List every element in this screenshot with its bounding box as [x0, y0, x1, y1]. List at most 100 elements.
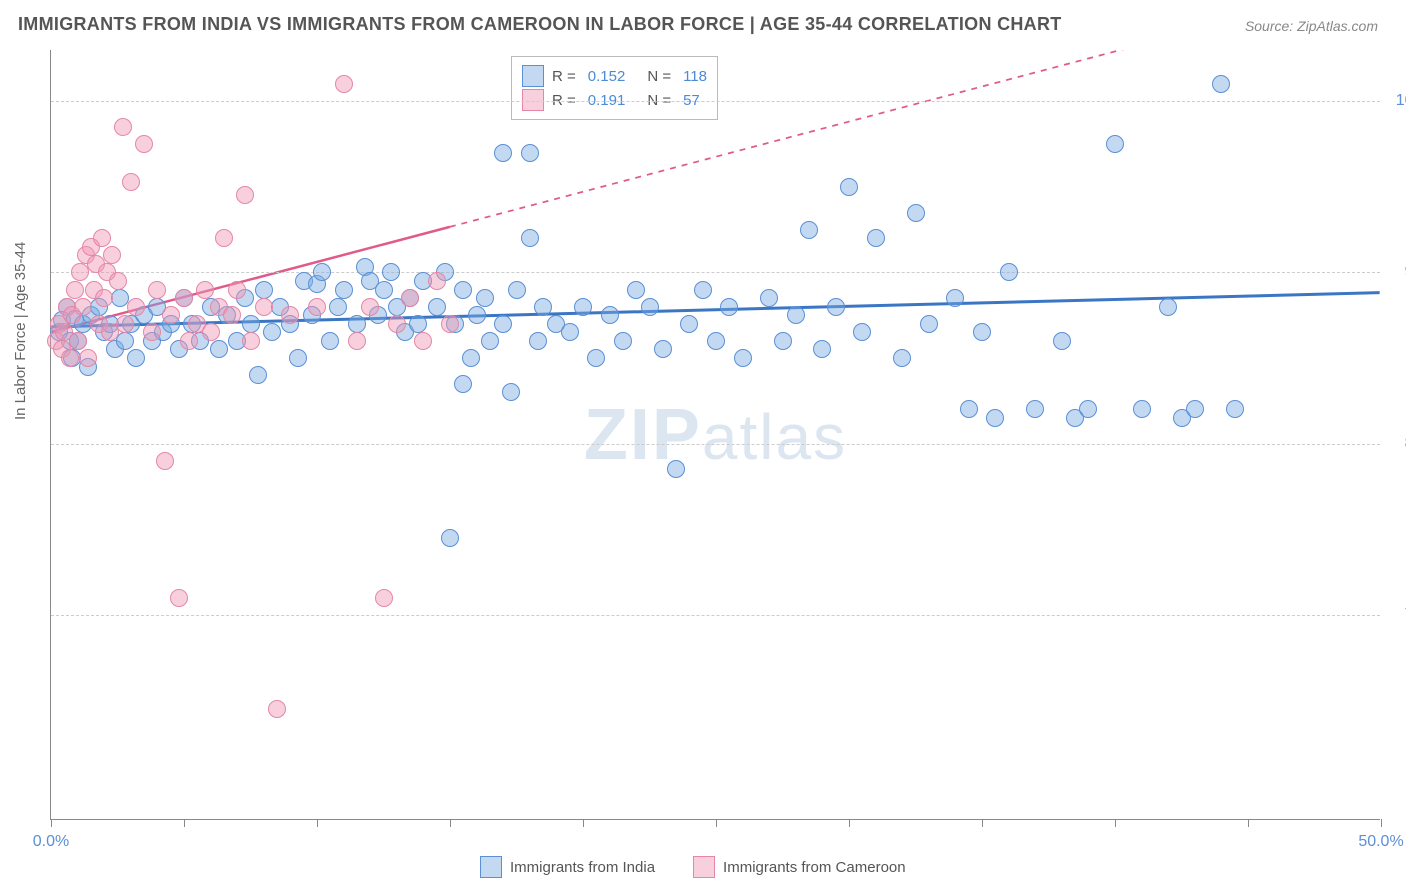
stats-legend-row-cameroon: R =0.191N =57 — [522, 89, 707, 111]
data-point-cameroon — [348, 332, 366, 350]
data-point-cameroon — [428, 272, 446, 290]
data-point-india — [476, 289, 494, 307]
source-attribution: Source: ZipAtlas.com — [1245, 18, 1378, 34]
data-point-india — [116, 332, 134, 350]
data-point-cameroon — [66, 281, 84, 299]
x-tick — [849, 819, 850, 827]
data-point-india — [800, 221, 818, 239]
chart-title: IMMIGRANTS FROM INDIA VS IMMIGRANTS FROM… — [18, 14, 1062, 35]
data-point-india — [462, 349, 480, 367]
data-point-india — [521, 229, 539, 247]
legend-item: Immigrants from Cameroon — [693, 856, 906, 878]
x-tick — [184, 819, 185, 827]
data-point-india — [920, 315, 938, 333]
data-point-cameroon — [175, 289, 193, 307]
x-tick — [317, 819, 318, 827]
trendlines-layer — [51, 50, 1380, 819]
stat-r-value: 0.152 — [588, 68, 626, 85]
y-tick-label: 100.0% — [1390, 92, 1406, 110]
data-point-india — [1106, 135, 1124, 153]
legend-item: Immigrants from India — [480, 856, 655, 878]
data-point-india — [654, 340, 672, 358]
data-point-cameroon — [361, 298, 379, 316]
legend-swatch — [693, 856, 715, 878]
data-point-cameroon — [441, 315, 459, 333]
data-point-india — [494, 315, 512, 333]
data-point-cameroon — [148, 281, 166, 299]
x-tick — [51, 819, 52, 827]
data-point-india — [667, 460, 685, 478]
legend-swatch — [480, 856, 502, 878]
data-point-india — [813, 340, 831, 358]
data-point-cameroon — [103, 246, 121, 264]
data-point-cameroon — [215, 229, 233, 247]
data-point-cameroon — [135, 135, 153, 153]
data-point-india — [787, 306, 805, 324]
data-point-india — [255, 281, 273, 299]
stat-n-value: 57 — [683, 92, 700, 109]
data-point-cameroon — [127, 298, 145, 316]
data-point-india — [774, 332, 792, 350]
data-point-india — [734, 349, 752, 367]
data-point-cameroon — [388, 315, 406, 333]
data-point-india — [521, 144, 539, 162]
legend-swatch — [522, 89, 544, 111]
data-point-cameroon — [93, 229, 111, 247]
stats-legend: R =0.152N =118R =0.191N =57 — [511, 56, 718, 120]
data-point-india — [335, 281, 353, 299]
data-point-cameroon — [242, 332, 260, 350]
data-point-india — [561, 323, 579, 341]
data-point-india — [529, 332, 547, 350]
data-point-india — [707, 332, 725, 350]
data-point-cameroon — [61, 349, 79, 367]
data-point-india — [720, 298, 738, 316]
data-point-cameroon — [375, 589, 393, 607]
data-point-india — [494, 144, 512, 162]
data-point-cameroon — [414, 332, 432, 350]
data-point-cameroon — [156, 452, 174, 470]
data-point-india — [1159, 298, 1177, 316]
data-point-cameroon — [143, 323, 161, 341]
data-point-india — [1226, 400, 1244, 418]
data-point-cameroon — [223, 306, 241, 324]
y-tick-label: 90.0% — [1390, 263, 1406, 281]
data-point-india — [210, 340, 228, 358]
gridline-horizontal — [51, 101, 1380, 102]
data-point-india — [313, 263, 331, 281]
data-point-india — [441, 529, 459, 547]
stat-n-value: 118 — [683, 68, 707, 85]
data-point-india — [627, 281, 645, 299]
data-point-cameroon — [308, 298, 326, 316]
data-point-cameroon — [162, 306, 180, 324]
data-point-india — [468, 306, 486, 324]
stat-n-label: N = — [647, 92, 671, 109]
data-point-india — [680, 315, 698, 333]
gridline-horizontal — [51, 272, 1380, 273]
data-point-cameroon — [335, 75, 353, 93]
data-point-india — [1053, 332, 1071, 350]
y-tick-label: 80.0% — [1390, 435, 1406, 453]
data-point-cameroon — [116, 315, 134, 333]
stat-r-label: R = — [552, 92, 576, 109]
data-point-india — [481, 332, 499, 350]
scatter-plot: ZIPatlas R =0.152N =118R =0.191N =57 70.… — [50, 50, 1380, 820]
data-point-cameroon — [268, 700, 286, 718]
data-point-india — [1079, 400, 1097, 418]
data-point-india — [1212, 75, 1230, 93]
data-point-cameroon — [109, 272, 127, 290]
gridline-horizontal — [51, 615, 1380, 616]
data-point-india — [508, 281, 526, 299]
data-point-india — [454, 375, 472, 393]
data-point-india — [242, 315, 260, 333]
x-tick — [1115, 819, 1116, 827]
stat-n-label: N = — [647, 68, 671, 85]
x-tick — [716, 819, 717, 827]
data-point-india — [382, 263, 400, 281]
x-tick — [450, 819, 451, 827]
data-point-cameroon — [79, 349, 97, 367]
data-point-india — [289, 349, 307, 367]
data-point-india — [127, 349, 145, 367]
data-point-india — [502, 383, 520, 401]
data-point-india — [986, 409, 1004, 427]
data-point-cameroon — [401, 289, 419, 307]
